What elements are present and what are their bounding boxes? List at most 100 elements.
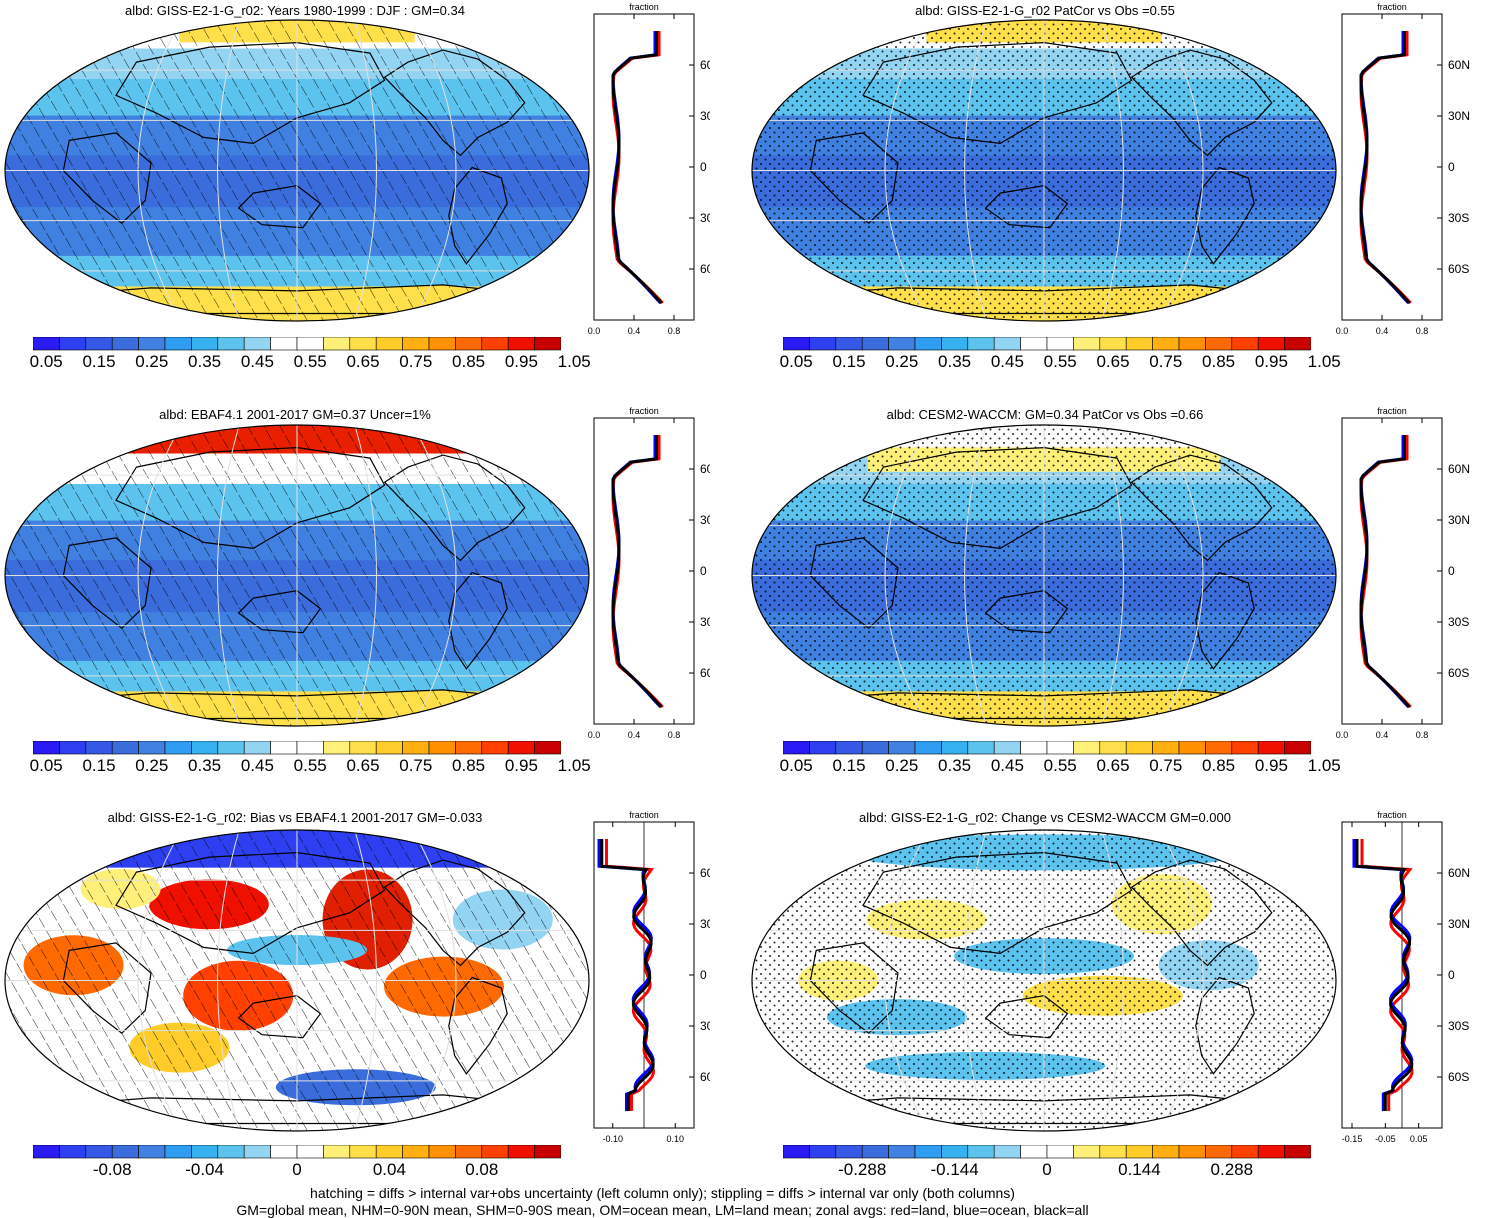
zonal-lat-label: 60N	[700, 866, 710, 880]
colorbar-swatch	[1178, 741, 1206, 755]
colorbar-swatch	[783, 741, 810, 755]
zonal-lat-label: 30S	[700, 615, 710, 629]
zonal-lat-label: 30S	[700, 1019, 710, 1033]
zonal-title: fraction	[629, 2, 659, 12]
colorbar-swatch	[1020, 337, 1048, 351]
colorbar-swatch	[296, 741, 324, 755]
colorbar-swatch	[164, 1145, 192, 1159]
map-outline	[4, 424, 590, 727]
zonal-lat-label: 60N	[700, 462, 710, 476]
colorbar-swatch	[888, 1145, 916, 1159]
colorbar-swatch	[138, 741, 166, 755]
colorbar-label: -0.08	[92, 1160, 132, 1179]
colorbar-label: 0.04	[372, 1160, 406, 1179]
zonal-panel-2: fraction 60N 30N 0 30S 60S 0.0 0.4 0.8	[1336, 2, 1470, 336]
colorbar-swatch	[59, 1145, 87, 1159]
zonal-lat-label: 60S	[1448, 262, 1469, 276]
colorbar-label: 0.55	[1043, 352, 1077, 371]
map-panel-1	[4, 19, 590, 322]
colorbar-panel-5	[33, 1145, 561, 1159]
colorbar-swatch	[1099, 1145, 1127, 1159]
zonal-lat-label: 30N	[700, 513, 710, 527]
map-outline	[751, 829, 1337, 1132]
colorbar-label: 0	[292, 1160, 302, 1179]
colorbar-swatch	[1178, 337, 1206, 351]
colorbar-label: 0.75	[1149, 756, 1183, 775]
zonal-frame	[1341, 417, 1443, 725]
colorbar-swatch	[111, 1145, 139, 1159]
colorbar-swatch	[835, 1145, 863, 1159]
colorbar-swatch	[1046, 337, 1074, 351]
map-panel-6	[751, 829, 1337, 1132]
colorbar-swatch	[323, 1145, 351, 1159]
graticule-lon	[1101, 20, 1124, 321]
colorbar-swatch	[375, 337, 403, 351]
colorbar-label: 0.75	[1149, 352, 1183, 371]
zonal-lat-label: 30N	[1448, 109, 1470, 123]
colorbar-swatch	[455, 741, 483, 755]
colorbar-swatch	[191, 337, 219, 351]
colorbar-swatch	[455, 337, 483, 351]
map-outline	[4, 19, 590, 322]
zonal-lat-label: 0	[1448, 160, 1455, 174]
zonal-panel-3: fraction 60N 30N 0 30S 60S 0.0 0.4 0.8	[588, 406, 710, 740]
colorbar-swatch	[507, 741, 535, 755]
colorbar-swatch	[914, 1145, 942, 1159]
colorbar-swatch	[1284, 741, 1311, 755]
colorbar-swatch	[861, 1145, 889, 1159]
colorbar-swatch	[270, 337, 298, 351]
colorbar-label: 0.65	[1096, 756, 1130, 775]
colorbar-label: 0.35	[188, 756, 222, 775]
colorbar-swatch	[375, 1145, 403, 1159]
panel-4-title: albd: CESM2-WACCM: GM=0.34 PatCor vs Obs…	[886, 407, 1204, 422]
graticule-lon	[217, 20, 240, 321]
map-panel-2	[751, 19, 1337, 322]
colorbar-label: 0.45	[990, 352, 1024, 371]
colorbar-swatch	[888, 337, 916, 351]
graticule-lon	[1159, 830, 1204, 1131]
colorbar-swatch	[349, 741, 377, 755]
colorbar-label: 1.05	[1307, 352, 1341, 371]
graticule-lon	[354, 425, 377, 726]
colorbar-label: 0.15	[832, 756, 866, 775]
panel-6-title: albd: GISS-E2-1-G_r02: Change vs CESM2-W…	[859, 810, 1231, 825]
colorbar-swatch	[1231, 741, 1259, 755]
graticule-lon	[217, 830, 240, 1131]
colorbar-swatch	[914, 337, 942, 351]
colorbar-label: 0.25	[135, 352, 169, 371]
colorbar-swatch	[481, 337, 509, 351]
graticule-lon	[137, 830, 182, 1131]
zonal-title: fraction	[1377, 406, 1407, 416]
colorbar-swatch	[164, 337, 192, 351]
colorbar-swatch	[85, 741, 113, 755]
colorbar-label: 0.15	[82, 756, 116, 775]
colorbar-swatch	[111, 741, 139, 755]
colorbar-label: 0.15	[832, 352, 866, 371]
colorbar-label: 0.25	[885, 352, 919, 371]
colorbar-swatch	[111, 337, 139, 351]
colorbar-label: 0.65	[346, 756, 380, 775]
colorbar-swatch	[33, 741, 60, 755]
colorbar-swatch	[375, 741, 403, 755]
graticule-lon	[964, 425, 987, 726]
panel-2-title: albd: GISS-E2-1-G_r02 PatCor vs Obs =0.5…	[915, 3, 1175, 18]
colorbar-label: 0.288	[1210, 1160, 1254, 1179]
colorbar-swatch	[1257, 337, 1285, 351]
colorbar-swatch	[967, 1145, 995, 1159]
zonal-x-label: -0.15	[1342, 1134, 1363, 1144]
colorbar-swatch	[1205, 741, 1233, 755]
zonal-x-label: 0.0	[1336, 326, 1349, 336]
graticule-lon	[137, 20, 182, 321]
graticule-lon	[884, 20, 929, 321]
colorbar-swatch	[217, 1145, 245, 1159]
colorbar-swatch	[1073, 337, 1101, 351]
colorbar-label: 0.25	[135, 756, 169, 775]
zonal-lat-label: 0	[1448, 968, 1455, 982]
colorbar-label: 0.75	[399, 352, 433, 371]
colorbar-swatch	[296, 337, 324, 351]
graticule-lon	[964, 830, 987, 1131]
colorbar-swatch	[85, 337, 113, 351]
zonal-frame	[593, 417, 695, 725]
zonal-title: fraction	[629, 810, 659, 820]
graticule-lon	[884, 830, 929, 1131]
